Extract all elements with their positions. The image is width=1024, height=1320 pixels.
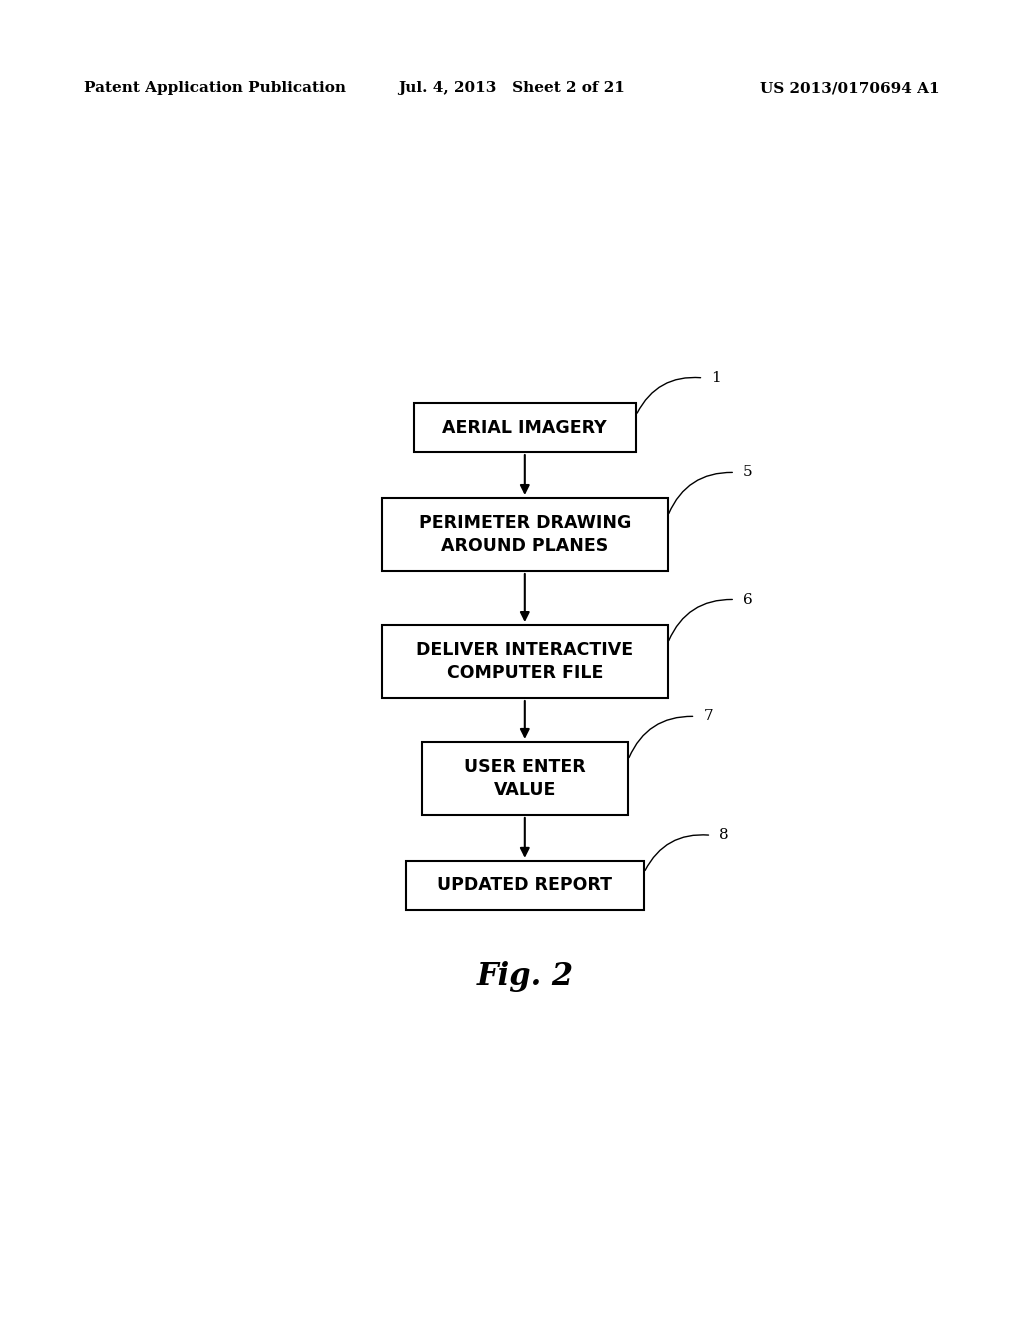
Text: 1: 1 <box>712 371 721 385</box>
Text: Jul. 4, 2013   Sheet 2 of 21: Jul. 4, 2013 Sheet 2 of 21 <box>398 82 626 95</box>
Bar <box>406 861 644 909</box>
Text: Fig. 2: Fig. 2 <box>476 961 573 993</box>
Text: USER ENTER
VALUE: USER ENTER VALUE <box>464 758 586 799</box>
Bar <box>414 404 636 453</box>
Text: 5: 5 <box>743 466 753 479</box>
Text: Patent Application Publication: Patent Application Publication <box>84 82 346 95</box>
Text: 8: 8 <box>719 829 729 842</box>
Text: 6: 6 <box>743 593 753 606</box>
Text: 7: 7 <box>703 709 713 723</box>
Text: DELIVER INTERACTIVE
COMPUTER FILE: DELIVER INTERACTIVE COMPUTER FILE <box>416 640 634 682</box>
Bar <box>382 498 668 572</box>
Text: AERIAL IMAGERY: AERIAL IMAGERY <box>442 418 607 437</box>
Text: US 2013/0170694 A1: US 2013/0170694 A1 <box>761 82 940 95</box>
Bar <box>382 624 668 698</box>
Text: PERIMETER DRAWING
AROUND PLANES: PERIMETER DRAWING AROUND PLANES <box>419 513 631 556</box>
Text: UPDATED REPORT: UPDATED REPORT <box>437 876 612 894</box>
Bar <box>422 742 628 814</box>
